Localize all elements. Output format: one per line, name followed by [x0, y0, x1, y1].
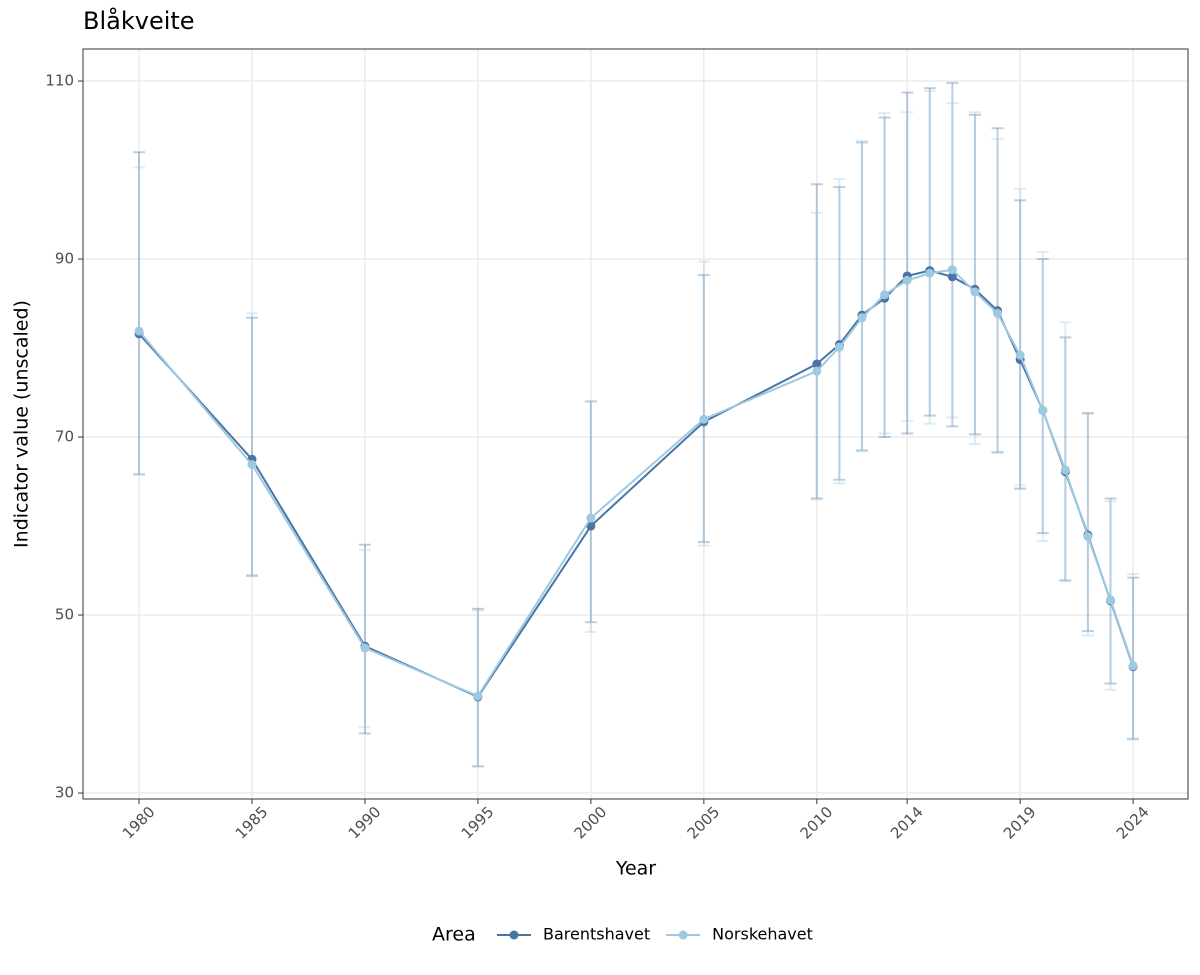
x-tick-label: 2005 — [684, 803, 724, 843]
data-point — [812, 359, 822, 369]
error-bar — [1014, 187, 1027, 487]
x-tick-label: 1995 — [458, 803, 498, 843]
error-bar — [833, 177, 846, 485]
data-point — [880, 290, 890, 300]
legend-label: Norskehavet — [712, 925, 813, 944]
x-tick-label: 2019 — [1000, 803, 1040, 843]
data-point — [902, 275, 912, 285]
error-bar — [946, 102, 959, 419]
error-bar — [968, 113, 981, 436]
data-point — [1060, 465, 1070, 475]
x-tick-label: 1990 — [345, 803, 385, 843]
plot-border — [82, 48, 1189, 800]
x-tick-label: 2010 — [797, 803, 837, 843]
error-bar — [923, 87, 936, 417]
error-bar — [1014, 199, 1027, 490]
error-bar — [833, 185, 846, 481]
legend-title: Area — [432, 924, 476, 946]
data-point — [925, 268, 935, 278]
x-tick-label: 2024 — [1113, 803, 1153, 843]
data-point — [1106, 595, 1116, 605]
error-bar — [471, 609, 484, 768]
error-bar — [1036, 250, 1049, 543]
error-bar — [968, 111, 981, 446]
data-point — [1083, 532, 1093, 542]
error-bar — [358, 549, 371, 729]
x-axis-title: Year — [615, 858, 656, 880]
data-point — [1015, 350, 1025, 360]
x-tick-label: 2000 — [571, 803, 611, 843]
error-bar — [991, 137, 1004, 455]
x-tick-label: 1985 — [232, 803, 272, 843]
error-bar — [245, 312, 258, 576]
data-point — [857, 313, 867, 323]
y-tick-label: 70 — [55, 428, 74, 446]
y-tick-label: 50 — [55, 606, 74, 624]
error-bar — [946, 81, 959, 428]
error-bar — [1127, 576, 1140, 740]
error-bar — [901, 91, 914, 435]
error-bar — [901, 111, 914, 423]
data-point — [360, 643, 370, 653]
data-point — [993, 308, 1003, 318]
error-bar — [697, 260, 710, 547]
series-line — [138, 269, 1135, 699]
error-bar — [878, 116, 891, 439]
data-point — [586, 513, 596, 523]
legend-label: Barentshavet — [543, 925, 650, 944]
data-point — [1038, 405, 1048, 415]
error-bar — [855, 141, 868, 452]
error-bar — [878, 112, 891, 435]
data-point — [1128, 661, 1138, 671]
data-point — [134, 326, 144, 336]
error-bar — [810, 211, 823, 501]
error-bar — [923, 89, 936, 425]
error-bar — [697, 274, 710, 544]
data-point — [834, 342, 844, 352]
data-point — [970, 287, 980, 297]
error-bar — [1036, 258, 1049, 535]
legend-key-point — [509, 930, 519, 940]
error-bar — [1127, 573, 1140, 741]
chart-title: Blåkveite — [83, 6, 195, 35]
error-bar — [471, 607, 484, 768]
error-bar — [810, 183, 823, 500]
legend-key-point — [678, 930, 688, 940]
data-point — [947, 265, 957, 275]
error-bar — [1081, 412, 1094, 633]
error-bar — [855, 139, 868, 453]
y-axis-title: Indicator value (unscaled) — [11, 300, 33, 548]
y-tick-label: 90 — [55, 250, 74, 268]
data-point — [473, 691, 483, 701]
error-bar — [358, 543, 371, 735]
data-point — [812, 366, 822, 376]
x-tick-label: 1980 — [119, 803, 159, 843]
data-point — [247, 460, 257, 470]
data-point — [699, 414, 709, 424]
data-point — [947, 272, 957, 282]
error-bar — [584, 400, 597, 624]
error-bar — [133, 166, 146, 476]
error-bar — [245, 316, 258, 577]
error-bar — [1081, 412, 1094, 637]
data-point — [586, 521, 596, 531]
series-line — [138, 268, 1135, 698]
error-bar — [1059, 321, 1072, 583]
y-tick-label: 30 — [55, 784, 74, 802]
error-bar — [991, 127, 1004, 454]
x-tick-label: 2014 — [887, 803, 927, 843]
error-bar — [1104, 497, 1117, 685]
y-tick-label: 110 — [45, 72, 74, 90]
error-bar — [133, 151, 146, 476]
error-bar — [1059, 336, 1072, 582]
